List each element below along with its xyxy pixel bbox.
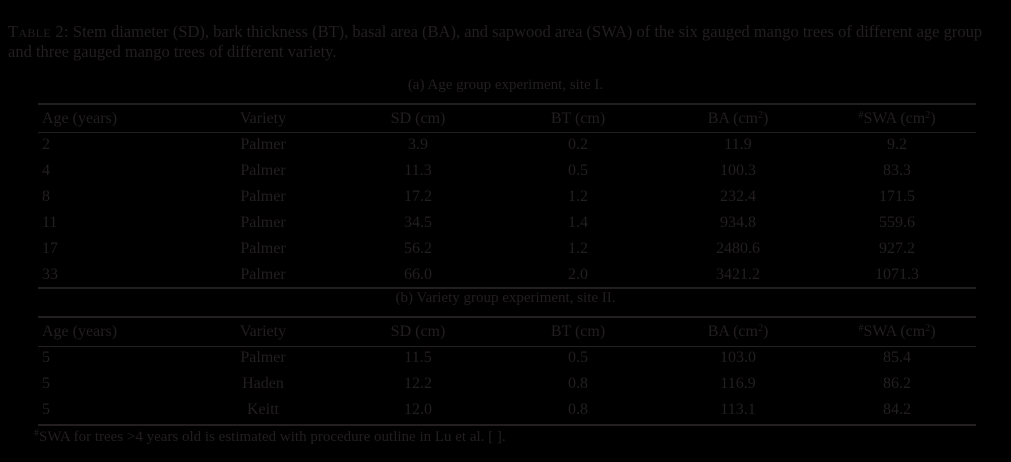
cell-bt: 0.5	[568, 162, 588, 179]
table-label: Table 2:	[8, 22, 69, 41]
panel-b-header-rule	[38, 346, 976, 347]
cell-age: 4	[42, 162, 50, 179]
header-sd: SD (cm)	[390, 110, 446, 127]
cell-variety: Haden	[242, 375, 284, 392]
header-swa: #SWA (cm2)	[858, 323, 936, 340]
panel-b-table: Age (years) Variety SD (cm) BT (cm) BA (…	[38, 319, 976, 423]
cell-swa: 84.2	[883, 401, 911, 418]
cell-sd: 3.9	[408, 136, 428, 153]
header-ba: BA (cm2)	[707, 323, 769, 340]
panel-b-top-rule	[38, 316, 976, 318]
cell-bt: 1.4	[568, 214, 588, 231]
cell-swa: 86.2	[883, 375, 911, 392]
panel-b-title: (b) Variety group experiment, site II.	[395, 290, 616, 306]
cell-bt: 2.0	[568, 266, 588, 283]
cell-age: 5	[42, 349, 50, 366]
cell-bt: 0.8	[568, 401, 588, 418]
footnote-text: SWA for trees >4 years old is estimated …	[39, 429, 506, 445]
panel-b-bottom-rule	[38, 424, 976, 426]
header-swa: #SWA (cm2)	[858, 110, 936, 127]
cell-swa: 85.4	[883, 349, 911, 366]
cell-sd: 11.5	[404, 349, 432, 366]
cell-ba: 3421.2	[716, 266, 760, 283]
panel-a-header-rule	[38, 132, 976, 133]
cell-variety: Palmer	[240, 188, 286, 205]
header-variety: Variety	[239, 323, 287, 340]
cell-swa: 83.3	[883, 162, 911, 179]
cell-swa: 9.2	[887, 136, 907, 153]
cell-variety: Palmer	[240, 266, 286, 283]
header-row: Age (years) Variety SD (cm) BT (cm) BA (…	[38, 319, 976, 345]
table-row: 8 Palmer 17.2 1.2 232.4 171.5	[38, 184, 976, 210]
cell-age: 33	[42, 266, 58, 283]
cell-ba: 232.4	[720, 188, 756, 205]
cell-ba: 934.8	[720, 214, 756, 231]
cell-sd: 56.2	[404, 240, 432, 257]
cell-age: 2	[42, 136, 50, 153]
cell-variety: Palmer	[240, 162, 286, 179]
table-caption: Table 2: Stem diameter (SD), bark thickn…	[8, 22, 1008, 62]
cell-swa: 171.5	[879, 188, 915, 205]
cell-bt: 1.2	[568, 188, 588, 205]
table-row: 17 Palmer 56.2 1.2 2480.6 927.2	[38, 236, 976, 262]
cell-ba: 2480.6	[716, 240, 760, 257]
cell-variety: Palmer	[240, 136, 286, 153]
header-sd: SD (cm)	[390, 323, 446, 340]
header-bt: BT (cm)	[550, 323, 606, 340]
header-bt: BT (cm)	[550, 110, 606, 127]
cell-age: 17	[42, 240, 58, 257]
cell-variety: Keitt	[247, 401, 279, 418]
cell-swa: 1071.3	[875, 266, 919, 283]
cell-ba: 116.9	[720, 375, 756, 392]
cell-ba: 11.9	[724, 136, 752, 153]
cell-variety: Palmer	[240, 349, 286, 366]
header-variety: Variety	[239, 110, 287, 127]
panel-a-title: (a) Age group experiment, site I.	[407, 77, 604, 93]
header-ba: BA (cm2)	[707, 110, 769, 127]
cell-sd: 17.2	[404, 188, 432, 205]
cell-swa: 559.6	[879, 214, 915, 231]
table-row: 4 Palmer 11.3 0.5 100.3 83.3	[38, 158, 976, 184]
caption-text: Stem diameter (SD), bark thickness (BT),…	[8, 22, 983, 61]
table-row: 11 Palmer 34.5 1.4 934.8 559.6	[38, 210, 976, 236]
cell-sd: 66.0	[404, 266, 432, 283]
header-row: Age (years) Variety SD (cm) BT (cm) BA (…	[38, 106, 976, 132]
cell-bt: 1.2	[568, 240, 588, 257]
cell-age: 8	[42, 188, 50, 205]
cell-ba: 113.1	[720, 401, 756, 418]
header-age: Age (years)	[42, 323, 118, 340]
cell-sd: 12.0	[404, 401, 432, 418]
panel-a-table: Age (years) Variety SD (cm) BT (cm) BA (…	[38, 106, 976, 288]
table-row: 5 Keitt 12.0 0.8 113.1 84.2	[38, 397, 976, 423]
cell-age: 11	[42, 214, 58, 231]
table-row: 2 Palmer 3.9 0.2 11.9 9.2	[38, 132, 976, 158]
cell-swa: 927.2	[879, 240, 915, 257]
cell-sd: 11.3	[404, 162, 432, 179]
table-row: 33 Palmer 66.0 2.0 3421.2 1071.3	[38, 262, 976, 288]
cell-age: 5	[42, 401, 50, 418]
cell-ba: 100.3	[720, 162, 756, 179]
panel-a-bottom-rule	[38, 287, 976, 289]
cell-sd: 34.5	[404, 214, 432, 231]
cell-bt: 0.5	[568, 349, 588, 366]
table-row: 5 Palmer 11.5 0.5 103.0 85.4	[38, 345, 976, 371]
cell-variety: Palmer	[240, 240, 286, 257]
footnote-mark: #	[34, 428, 39, 439]
cell-bt: 0.8	[568, 375, 588, 392]
header-age: Age (years)	[42, 110, 118, 127]
panel-a-top-rule	[38, 103, 976, 105]
table-row: 5 Haden 12.2 0.8 116.9 86.2	[38, 371, 976, 397]
cell-age: 5	[42, 375, 50, 392]
cell-ba: 103.0	[720, 349, 756, 366]
cell-variety: Palmer	[240, 214, 286, 231]
footnote: #SWA for trees >4 years old is estimated…	[34, 428, 506, 446]
cell-bt: 0.2	[568, 136, 588, 153]
cell-sd: 12.2	[404, 375, 432, 392]
